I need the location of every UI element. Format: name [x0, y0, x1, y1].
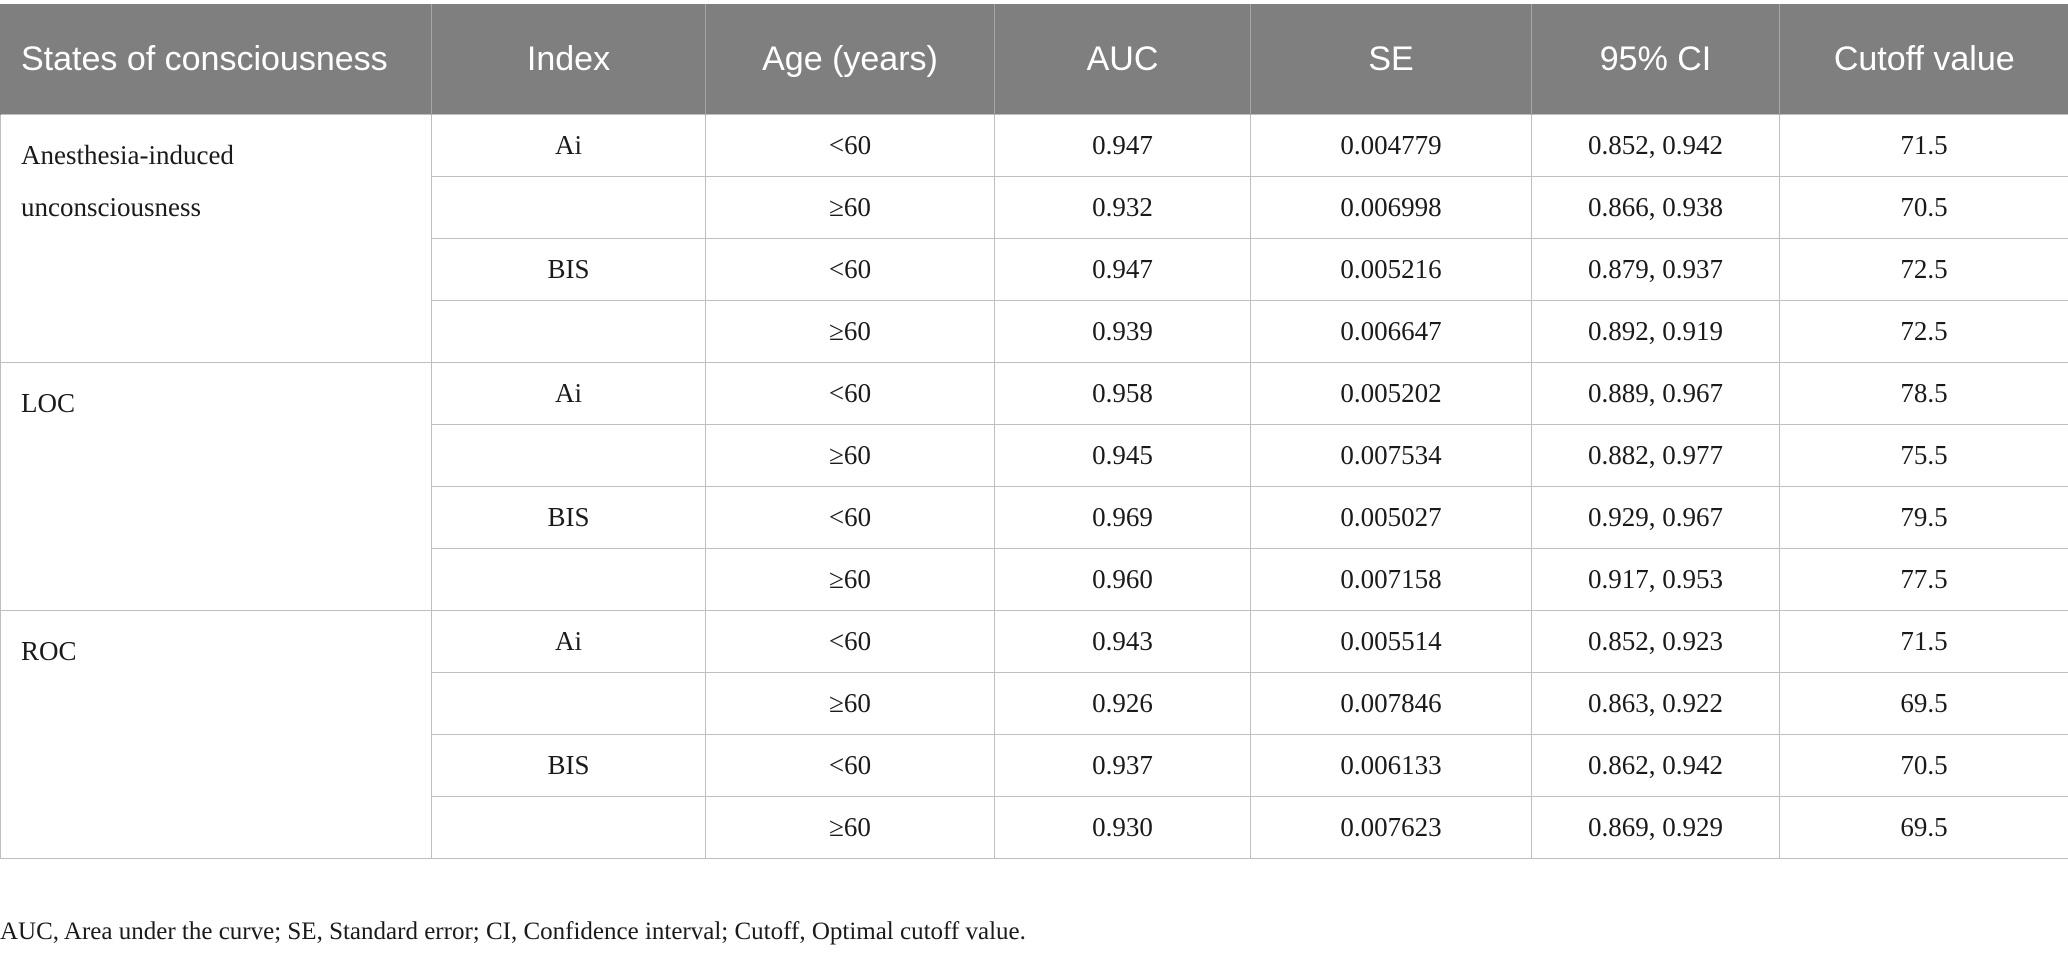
cell-index [431, 423, 706, 487]
table-row: Anesthesia-induced unconsciousness Ai <60 0… [0, 113, 2068, 363]
header-cutoff: Cutoff value [1779, 4, 2068, 114]
cell-se: 0.007158 [1250, 547, 1532, 611]
table-row: ≥60 0.926 0.007846 0.863, 0.922 69.5 [1, 671, 2068, 735]
table-row: BIS <60 0.937 0.006133 0.862, 0.942 70.5 [1, 733, 2068, 797]
cell-state: LOC [0, 361, 432, 611]
cell-se: 0.007623 [1250, 795, 1532, 859]
cell-index: Ai [431, 609, 706, 673]
cell-ci: 0.863, 0.922 [1531, 671, 1780, 735]
cell-auc: 0.937 [994, 733, 1251, 797]
cell-ci: 0.882, 0.977 [1531, 423, 1780, 487]
cell-auc: 0.943 [994, 609, 1251, 673]
table-footnote: AUC, Area under the curve; SE, Standard … [0, 918, 1026, 945]
table-body: Anesthesia-induced unconsciousness Ai <60 0… [0, 113, 2068, 859]
cell-ci: 0.929, 0.967 [1531, 485, 1780, 549]
cell-age: ≥60 [705, 671, 995, 735]
cell-cutoff: 79.5 [1779, 485, 2068, 549]
cell-index: Ai [431, 113, 706, 177]
cell-index: BIS [431, 485, 706, 549]
cell-index: BIS [431, 237, 706, 301]
cell-age: ≥60 [705, 299, 995, 363]
cell-se: 0.007846 [1250, 671, 1532, 735]
cell-cutoff: 72.5 [1779, 299, 2068, 363]
cell-index [431, 671, 706, 735]
cell-auc: 0.958 [994, 361, 1251, 425]
table-row: ≥60 0.945 0.007534 0.882, 0.977 75.5 [1, 423, 2068, 487]
cell-cutoff: 71.5 [1779, 113, 2068, 177]
cell-cutoff: 77.5 [1779, 547, 2068, 611]
header-se: SE [1250, 4, 1532, 114]
cell-cutoff: 69.5 [1779, 671, 2068, 735]
cell-cutoff: 71.5 [1779, 609, 2068, 673]
cell-index [431, 299, 706, 363]
cell-auc: 0.939 [994, 299, 1251, 363]
cell-ci: 0.862, 0.942 [1531, 733, 1780, 797]
cell-cutoff: 70.5 [1779, 175, 2068, 239]
cell-cutoff: 69.5 [1779, 795, 2068, 859]
cell-auc: 0.969 [994, 485, 1251, 549]
cell-index [431, 795, 706, 859]
cell-se: 0.005027 [1250, 485, 1532, 549]
cell-ci: 0.889, 0.967 [1531, 361, 1780, 425]
cell-ci: 0.879, 0.937 [1531, 237, 1780, 301]
cell-auc: 0.947 [994, 113, 1251, 177]
cell-cutoff: 78.5 [1779, 361, 2068, 425]
cell-index: Ai [431, 361, 706, 425]
cell-auc: 0.960 [994, 547, 1251, 611]
cell-index [431, 547, 706, 611]
cell-se: 0.006647 [1250, 299, 1532, 363]
cell-se: 0.006998 [1250, 175, 1532, 239]
cell-auc: 0.947 [994, 237, 1251, 301]
cell-se: 0.007534 [1250, 423, 1532, 487]
cell-age: <60 [705, 485, 995, 549]
cell-cutoff: 75.5 [1779, 423, 2068, 487]
cell-age: <60 [705, 113, 995, 177]
cell-se: 0.005202 [1250, 361, 1532, 425]
cell-ci: 0.869, 0.929 [1531, 795, 1780, 859]
cell-age: ≥60 [705, 423, 995, 487]
results-table: States of consciousness Index Age (years… [0, 4, 2068, 859]
cell-age: ≥60 [705, 175, 995, 239]
cell-ci: 0.917, 0.953 [1531, 547, 1780, 611]
cell-state: Anesthesia-induced unconsciousness [0, 113, 432, 363]
table-row: ≥60 0.930 0.007623 0.869, 0.929 69.5 [1, 795, 2068, 859]
table-row: BIS <60 0.947 0.005216 0.879, 0.937 72.5 [1, 237, 2068, 301]
header-row: States of consciousness Index Age (years… [0, 4, 2068, 114]
cell-auc: 0.932 [994, 175, 1251, 239]
cell-cutoff: 72.5 [1779, 237, 2068, 301]
cell-ci: 0.892, 0.919 [1531, 299, 1780, 363]
table-row: ≥60 0.960 0.007158 0.917, 0.953 77.5 [1, 547, 2068, 611]
cell-state: ROC [0, 609, 432, 859]
cell-ci: 0.852, 0.942 [1531, 113, 1780, 177]
table-row: LOC Ai <60 0.958 0.005202 0.889, 0.967 78.5 [0, 361, 2068, 611]
cell-age: <60 [705, 733, 995, 797]
cell-age: <60 [705, 237, 995, 301]
cell-index: BIS [431, 733, 706, 797]
header-index: Index [431, 4, 706, 114]
cell-auc: 0.926 [994, 671, 1251, 735]
cell-se: 0.004779 [1250, 113, 1532, 177]
cell-age: <60 [705, 361, 995, 425]
cell-auc: 0.930 [994, 795, 1251, 859]
table-row: BIS <60 0.969 0.005027 0.929, 0.967 79.5 [1, 485, 2068, 549]
header-age: Age (years) [705, 4, 995, 114]
header-states: States of consciousness [0, 4, 432, 114]
cell-auc: 0.945 [994, 423, 1251, 487]
cell-age: <60 [705, 609, 995, 673]
cell-age: ≥60 [705, 547, 995, 611]
cell-cutoff: 70.5 [1779, 733, 2068, 797]
cell-se: 0.006133 [1250, 733, 1532, 797]
cell-ci: 0.852, 0.923 [1531, 609, 1780, 673]
cell-ci: 0.866, 0.938 [1531, 175, 1780, 239]
header-auc: AUC [994, 4, 1251, 114]
cell-se: 0.005216 [1250, 237, 1532, 301]
cell-age: ≥60 [705, 795, 995, 859]
cell-se: 0.005514 [1250, 609, 1532, 673]
cell-index [431, 175, 706, 239]
table-row: ROC Ai <60 0.943 0.005514 0.852, 0.923 71.5 [0, 609, 2068, 859]
header-ci: 95% CI [1531, 4, 1780, 114]
